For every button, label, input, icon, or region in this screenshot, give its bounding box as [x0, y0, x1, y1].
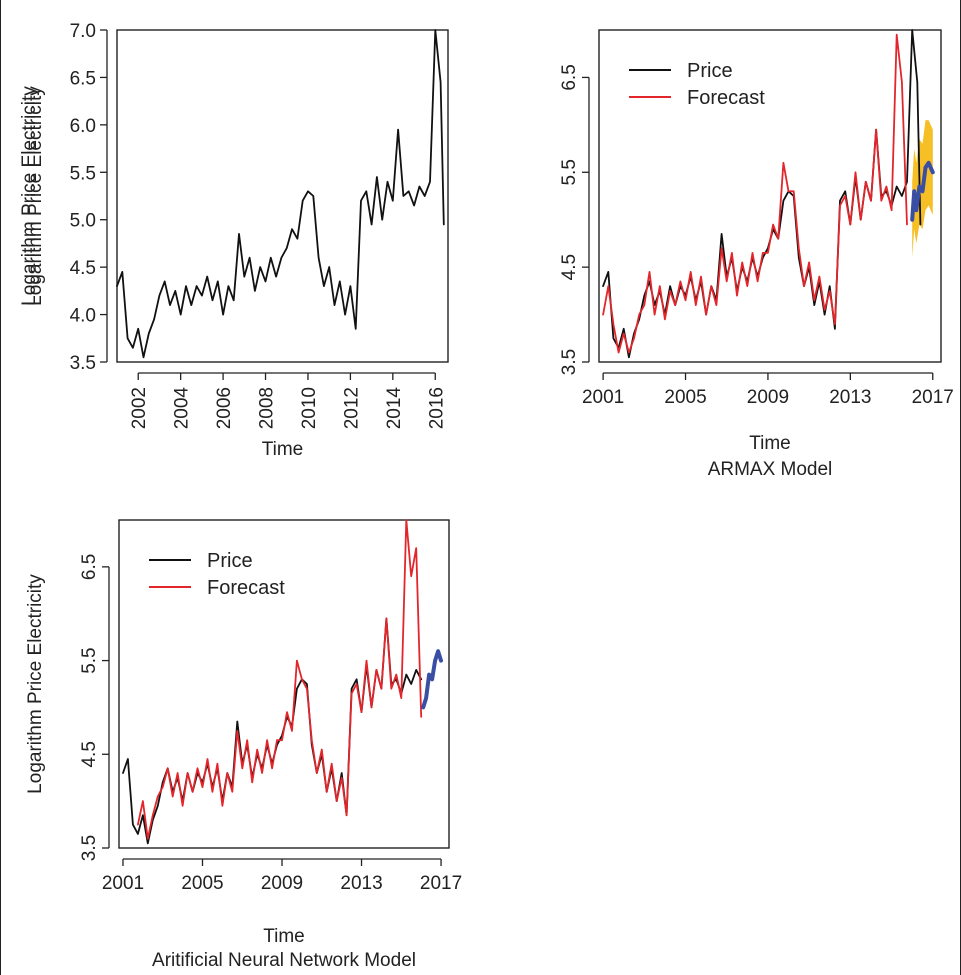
y-tick-label: 5.0 — [70, 211, 96, 232]
projection-series-line — [421, 649, 443, 710]
x-tick-label: 2004 — [172, 387, 193, 430]
x-tick-label: 2008 — [257, 387, 278, 429]
y-tick-label: 4.0 — [70, 306, 96, 327]
x-tick-label: 2001 — [582, 387, 624, 408]
x-axis-title: Time — [262, 439, 304, 460]
x-tick-label: 2016 — [426, 387, 447, 429]
chart-1: 3.5 4.0 4.5 5.0 5.5 6.0 6.5 7.0 2002 2004 2006 2008… — [19, 21, 449, 460]
plot-frame — [118, 519, 450, 849]
chart-2: 3.5 4.5 5.5 6.5 2001 2005 2009 2013 2017 Logarith… — [25, 29, 954, 480]
y-tick-label: 6.5 — [70, 68, 96, 89]
y-axis-title: Logarithm Price Electricity — [25, 574, 46, 794]
x-tick-label: 2013 — [340, 873, 382, 894]
plot-frame — [598, 29, 942, 363]
projection-series-line — [910, 160, 935, 222]
y-tick-label: 4.5 — [79, 741, 100, 767]
x-axis-title: Time — [749, 433, 791, 454]
x-tick-label: 2017 — [912, 387, 954, 408]
x-tick-label: 2005 — [181, 873, 223, 894]
y-axis-title: Logarithm Price Electricity — [19, 86, 40, 306]
y-tick-label: 5.5 — [70, 163, 96, 184]
x-axis-title: Time — [263, 926, 305, 947]
y-tick-label: 6.5 — [79, 554, 100, 580]
y-tick-label: 6.5 — [559, 64, 580, 90]
x-tick-label: 2010 — [299, 387, 320, 429]
x-tick-label: 2012 — [341, 387, 362, 429]
x-tick-label: 2001 — [102, 873, 144, 894]
plot-frame — [116, 29, 449, 363]
y-tick-label: 3.5 — [79, 835, 100, 861]
y-axis-title: Logarithm Price Electricity — [25, 86, 46, 306]
legend-label-forecast: Forecast — [687, 87, 765, 109]
y-tick-label: 3.5 — [559, 349, 580, 375]
chart-subtitle: Aritificial Neural Network Model — [152, 950, 416, 971]
forecast-series-line — [602, 33, 908, 354]
x-tick-label: 2006 — [214, 387, 235, 429]
price-series-line — [116, 29, 445, 359]
price-series-line — [602, 29, 922, 359]
y-tick-label: 6.0 — [70, 116, 96, 137]
y-tick-label: 5.5 — [79, 647, 100, 673]
legend: Price Forecast — [629, 60, 765, 109]
legend-label-forecast: Forecast — [207, 577, 285, 599]
x-tick-label: 2017 — [420, 873, 462, 894]
y-tick-label: 3.5 — [70, 353, 96, 374]
x-tick-label: 2005 — [664, 387, 706, 408]
legend-label-price: Price — [687, 60, 733, 82]
x-tick-label: 2013 — [829, 387, 871, 408]
chart-subtitle: ARMAX Model — [708, 459, 833, 480]
x-tick-label: 2009 — [261, 873, 303, 894]
forecast-series-line — [136, 519, 423, 840]
legend-label-price: Price — [207, 550, 253, 572]
x-tick-label: 2002 — [129, 387, 150, 429]
x-tick-label: 2009 — [747, 387, 789, 408]
y-tick-label: 5.5 — [559, 159, 580, 185]
chart-3: 3.5 4.5 5.5 6.5 2001 2005 2009 2013 2017 Logarith… — [25, 519, 462, 971]
x-tick-label: 2014 — [384, 387, 405, 430]
y-tick-label: 4.5 — [559, 254, 580, 280]
legend: Price Forecast — [149, 550, 285, 599]
y-tick-label: 7.0 — [70, 21, 96, 42]
price-series-line — [122, 617, 423, 845]
y-tick-label: 4.5 — [70, 258, 96, 279]
